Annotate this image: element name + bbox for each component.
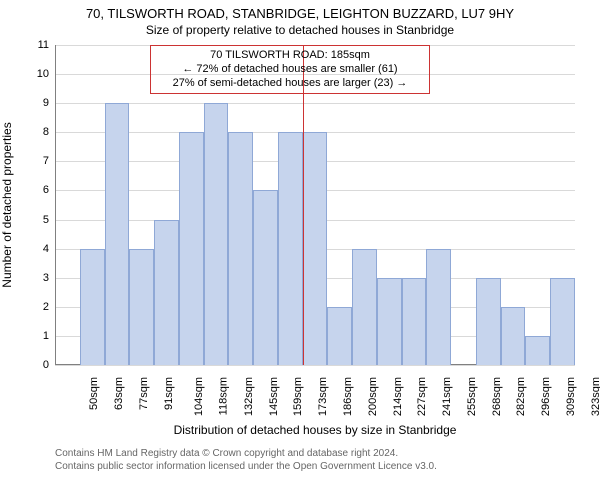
x-tick-label: 214sqm (392, 377, 404, 416)
x-tick-label: 63sqm (113, 377, 125, 410)
x-tick-label: 173sqm (317, 377, 329, 416)
y-tick-label: 0 (29, 359, 49, 371)
y-tick-label: 8 (29, 126, 49, 138)
x-tick-label: 77sqm (138, 377, 150, 410)
x-tick-label: 241sqm (441, 377, 453, 416)
x-axis-title: Distribution of detached houses by size … (55, 423, 575, 437)
bar (352, 249, 377, 365)
x-tick-label: 309sqm (565, 377, 577, 416)
x-tick-label: 227sqm (416, 377, 428, 416)
x-tick-label: 323sqm (590, 377, 600, 416)
y-tick-label: 10 (29, 68, 49, 80)
y-tick-label: 5 (29, 214, 49, 226)
bar (278, 132, 303, 365)
y-tick-label: 4 (29, 243, 49, 255)
x-tick-label: 132sqm (243, 377, 255, 416)
y-tick-label: 3 (29, 272, 49, 284)
footer-text: Contains HM Land Registry data © Crown c… (55, 447, 437, 473)
bar (476, 278, 501, 365)
x-tick-label: 50sqm (88, 377, 100, 410)
footer-line2: Contains public sector information licen… (55, 460, 437, 473)
y-tick-label: 11 (29, 39, 49, 51)
y-axis-title: Number of detached properties (0, 122, 14, 287)
x-tick-label: 145sqm (268, 377, 280, 416)
x-tick-label: 296sqm (540, 377, 552, 416)
y-tick-label: 9 (29, 97, 49, 109)
y-axis-line (55, 45, 56, 365)
bar (525, 336, 550, 365)
gridline (55, 103, 575, 104)
bar (228, 132, 253, 365)
page-title: 70, TILSWORTH ROAD, STANBRIDGE, LEIGHTON… (0, 0, 600, 21)
annotation-line2: ← 72% of detached houses are smaller (61… (157, 63, 423, 77)
x-tick-label: 118sqm (218, 377, 230, 415)
x-tick-label: 91sqm (163, 377, 175, 410)
annotation-box: 70 TILSWORTH ROAD: 185sqm ← 72% of detac… (150, 45, 430, 94)
bar (377, 278, 402, 365)
y-tick-label: 2 (29, 301, 49, 313)
x-tick-label: 268sqm (491, 377, 503, 416)
gridline (55, 365, 575, 366)
x-tick-label: 186sqm (342, 377, 354, 416)
bar (253, 190, 278, 365)
x-tick-label: 282sqm (515, 377, 527, 416)
annotation-line3: 27% of semi-detached houses are larger (… (157, 77, 423, 91)
x-tick-label: 104sqm (194, 377, 206, 416)
bar (501, 307, 526, 365)
bar (105, 103, 130, 365)
bar (303, 132, 328, 365)
bar (129, 249, 154, 365)
bar (550, 278, 575, 365)
bar (154, 220, 179, 365)
y-tick-label: 1 (29, 330, 49, 342)
bar (327, 307, 352, 365)
y-tick-label: 7 (29, 155, 49, 167)
bar (402, 278, 427, 365)
bar (80, 249, 105, 365)
y-tick-label: 6 (29, 184, 49, 196)
footer-line1: Contains HM Land Registry data © Crown c… (55, 447, 437, 460)
x-tick-label: 255sqm (466, 377, 478, 416)
bar (204, 103, 229, 365)
x-tick-label: 159sqm (293, 377, 305, 416)
chart-container: 70, TILSWORTH ROAD, STANBRIDGE, LEIGHTON… (0, 0, 600, 500)
bar (179, 132, 204, 365)
page-subtitle: Size of property relative to detached ho… (0, 21, 600, 37)
x-tick-label: 200sqm (367, 377, 379, 416)
bar (426, 249, 451, 365)
annotation-line1: 70 TILSWORTH ROAD: 185sqm (157, 49, 423, 63)
